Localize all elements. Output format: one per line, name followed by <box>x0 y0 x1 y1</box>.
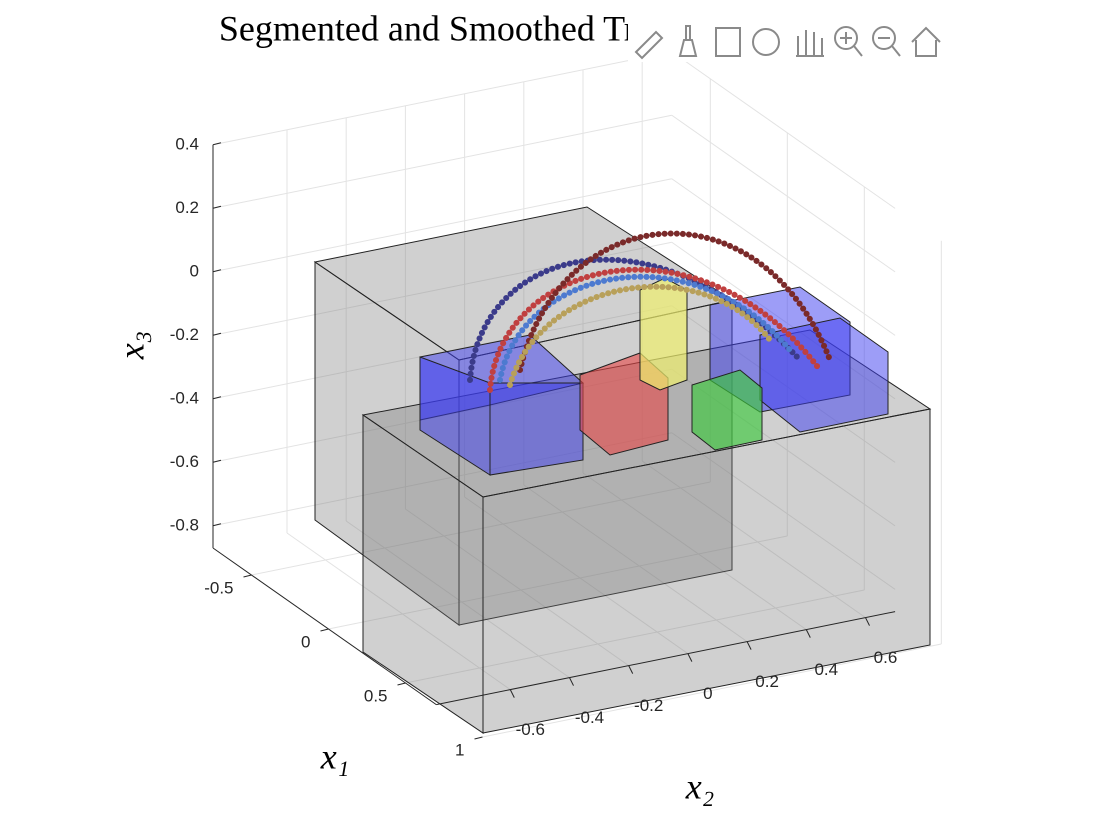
x-axis-label: x₁ <box>320 736 350 776</box>
legend-button[interactable] <box>715 27 741 57</box>
z-tick-label: -0.6 <box>170 452 199 471</box>
y-tick <box>805 629 811 638</box>
grid-line <box>405 589 865 684</box>
y-tick-label: 0 <box>703 684 712 703</box>
z-axis-label: x₃ <box>111 331 151 361</box>
grid-line <box>671 114 896 273</box>
grid-line <box>482 643 942 738</box>
y-tick <box>746 641 752 650</box>
grid-line <box>212 51 672 146</box>
y-tick-label: 0.4 <box>814 660 838 679</box>
grid-line <box>523 484 748 643</box>
grid-line <box>671 432 896 590</box>
y-tick-label: 0.6 <box>874 648 898 667</box>
grid-line <box>671 51 896 209</box>
z-tick <box>212 142 222 146</box>
axes: -0.5 0 0.5 1 -0.6 -0.4 -0.2 0 0.2 0.4 0.6 -0.8 -0.6 -… <box>170 134 898 759</box>
scene <box>313 206 932 734</box>
y-axis <box>436 611 896 706</box>
x-tick <box>397 682 406 686</box>
z-tick-label: -0.4 <box>170 388 199 407</box>
pan-button[interactable] <box>796 30 824 57</box>
z-tick <box>212 269 222 273</box>
zoom-in-icon <box>840 32 863 57</box>
grid-line <box>671 178 896 336</box>
grid-line <box>286 532 511 691</box>
x-tick-label: 0.5 <box>364 686 388 705</box>
grid-line <box>328 535 788 630</box>
green-box <box>691 369 763 451</box>
yellow-box <box>639 277 688 391</box>
rotate-button[interactable] <box>752 28 780 56</box>
grid-line <box>405 508 629 667</box>
edit-button[interactable] <box>634 30 664 60</box>
zoom-in-button[interactable] <box>834 26 858 50</box>
z-tick <box>212 523 222 527</box>
z-tick-label: 0 <box>190 261 199 280</box>
x-tick <box>320 628 329 632</box>
brush-button[interactable] <box>678 25 698 57</box>
front-box-front <box>482 408 931 734</box>
y-axis-label: x₂ <box>685 766 715 806</box>
z-tick <box>212 459 222 463</box>
trajectory <box>497 273 793 383</box>
x-tick <box>243 574 252 578</box>
y-tick-label: -0.6 <box>516 720 545 739</box>
y-tick-label: -0.4 <box>575 708 604 727</box>
z-tick <box>212 205 222 209</box>
trajectory <box>487 266 823 393</box>
trajectory <box>517 230 833 373</box>
x-tick <box>474 736 483 740</box>
zoom-out-icon <box>878 37 901 57</box>
x-tick-label: 0 <box>301 632 310 651</box>
toolbar <box>628 14 973 62</box>
y-tick <box>509 689 515 698</box>
z-tick-label: -0.2 <box>170 325 199 344</box>
y-tick <box>569 677 574 686</box>
home-button[interactable] <box>911 26 941 57</box>
trajectory <box>507 283 773 388</box>
grid-line <box>212 114 672 209</box>
x-axis <box>212 547 437 706</box>
zoom-out-button[interactable] <box>872 26 896 50</box>
z-tick <box>212 332 222 336</box>
z-tick-label: 0.4 <box>175 134 199 153</box>
y-tick-label: 0.2 <box>755 672 779 691</box>
x-tick-label: -0.5 <box>204 578 233 597</box>
y-tick <box>687 653 693 662</box>
y-tick <box>628 665 634 674</box>
grid-line <box>582 472 807 631</box>
x-tick-label: 1 <box>455 740 464 759</box>
grid-line <box>345 520 570 679</box>
blue-box-left <box>419 356 491 476</box>
grid-line <box>464 496 689 655</box>
z-tick-label: -0.8 <box>170 515 199 534</box>
y-tick-label: -0.2 <box>634 696 663 715</box>
y-tick <box>865 617 870 626</box>
grid-line <box>641 460 866 619</box>
z-tick-label: 0.2 <box>175 198 199 217</box>
z-tick <box>212 396 222 400</box>
grid-line <box>251 481 711 576</box>
grid-line <box>212 178 672 273</box>
blue-box-front <box>489 382 584 476</box>
grid-line <box>212 432 672 527</box>
